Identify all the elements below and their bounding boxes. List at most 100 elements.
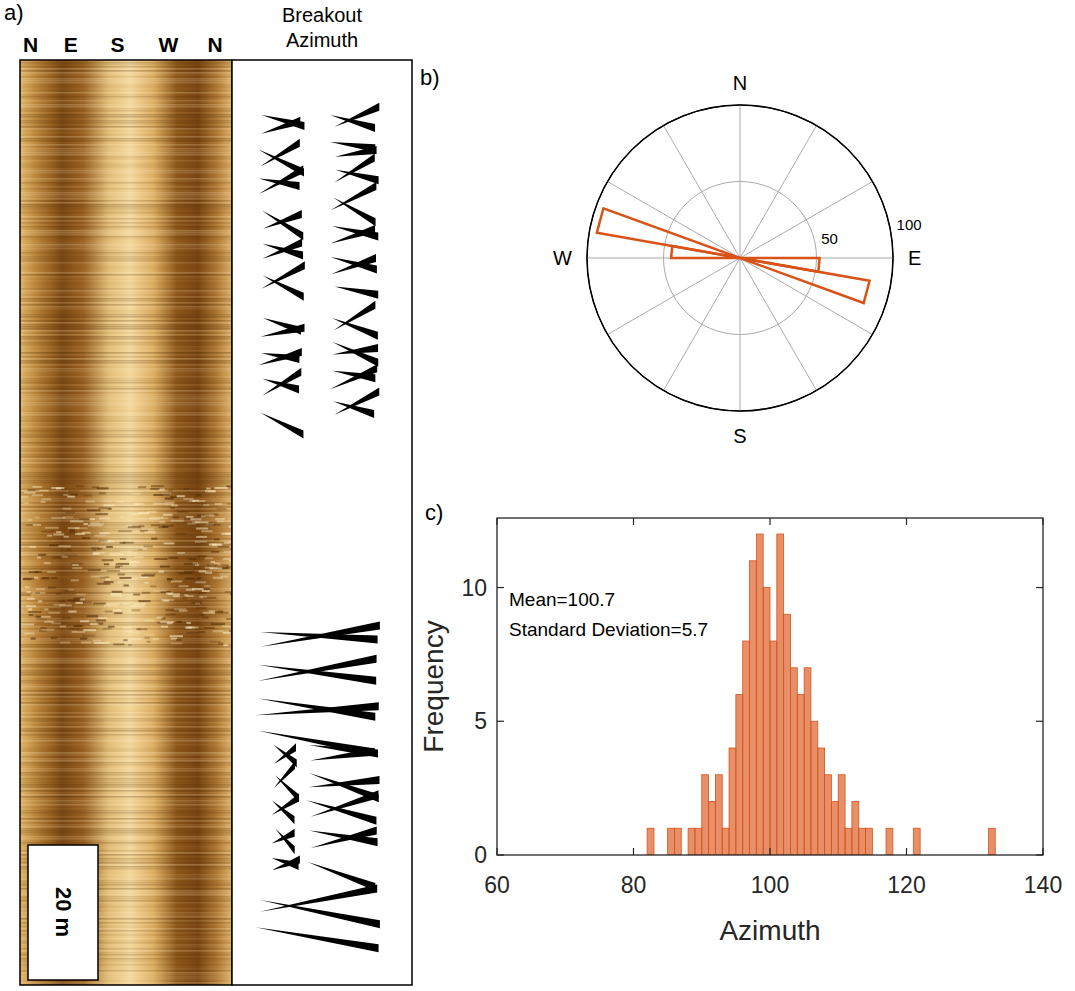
- image-streak: [20, 360, 232, 362]
- image-streak: [20, 840, 232, 842]
- image-streak: [20, 618, 232, 620]
- breakout-glyph: [306, 800, 376, 824]
- image-speckle: [183, 498, 193, 500]
- image-speckle: [72, 631, 85, 633]
- image-speckle: [87, 509, 100, 511]
- image-speckle: [156, 617, 163, 619]
- image-streak: [20, 498, 232, 500]
- x-tick-label: 100: [751, 872, 789, 898]
- image-speckle: [58, 545, 71, 547]
- image-streak: [20, 210, 232, 212]
- histogram-bar: [859, 828, 866, 855]
- image-speckle: [163, 514, 173, 516]
- image-streak: [20, 708, 232, 710]
- image-speckle: [120, 542, 126, 544]
- image-speckle: [177, 511, 188, 513]
- image-streak: [20, 752, 232, 754]
- image-speckle: [62, 617, 71, 619]
- compass-label: E: [64, 33, 78, 56]
- breakout-glyph: [258, 655, 377, 681]
- image-speckle: [49, 544, 59, 546]
- image-streak: [20, 474, 232, 476]
- image-streak: [20, 412, 232, 414]
- image-streak: [20, 164, 232, 166]
- image-speckle: [52, 556, 61, 558]
- annotation: Mean=100.7: [509, 589, 615, 610]
- image-streak: [20, 76, 232, 78]
- rose-tick-label: 100: [897, 216, 922, 233]
- x-tick: [1042, 518, 1043, 525]
- histogram-bars: [647, 534, 995, 855]
- image-streak: [20, 390, 232, 392]
- image-speckle: [48, 587, 57, 589]
- image-streak: [20, 504, 232, 506]
- image-streak: [20, 592, 232, 594]
- image-speckle: [80, 638, 87, 640]
- x-tick: [496, 848, 497, 855]
- image-speckle: [51, 577, 57, 579]
- image-speckle: [84, 523, 88, 525]
- image-speckle: [215, 611, 223, 613]
- image-streak: [20, 712, 232, 714]
- breakout-glyph: [330, 364, 377, 389]
- image-speckle: [223, 521, 232, 523]
- plot-area: [497, 518, 1043, 855]
- image-streak: [20, 200, 232, 202]
- image-streak: [20, 98, 232, 100]
- image-streak: [20, 732, 232, 734]
- image-speckle: [204, 627, 215, 629]
- image-streak: [20, 396, 232, 398]
- image-streak: [20, 786, 232, 788]
- image-speckle: [23, 578, 32, 580]
- image-streak: [20, 642, 232, 644]
- image-speckle: [107, 570, 121, 572]
- image-speckle: [87, 615, 98, 617]
- scale-bar: [28, 845, 98, 980]
- image-speckle: [91, 576, 105, 578]
- x-axis-title: Azimuth: [719, 915, 820, 946]
- image-streak: [20, 176, 232, 178]
- image-speckle: [159, 489, 165, 491]
- image-streak: [20, 260, 232, 262]
- image-speckle: [38, 554, 46, 556]
- image-speckle: [47, 571, 56, 573]
- image-streak: [20, 686, 232, 688]
- image-streak: [20, 202, 232, 204]
- image-streak: [20, 380, 232, 382]
- image-speckle: [45, 527, 59, 529]
- image-streak: [20, 62, 232, 64]
- breakout-glyph: [255, 702, 378, 715]
- histogram-bar: [845, 828, 852, 855]
- image-streak: [20, 318, 232, 320]
- image-speckle: [105, 642, 109, 644]
- breakout-glyph: [334, 103, 379, 127]
- x-tick: [1042, 848, 1043, 855]
- image-streak: [20, 830, 232, 832]
- image-streak: [20, 584, 232, 586]
- histogram-bar: [831, 802, 838, 855]
- breakout-glyph: [255, 927, 378, 952]
- image-speckle: [184, 594, 188, 596]
- image-speckle: [68, 599, 80, 601]
- image-speckle: [196, 536, 207, 538]
- image-streak: [20, 416, 232, 418]
- image-streak: [20, 456, 232, 458]
- image-speckle: [137, 518, 148, 520]
- image-speckle: [196, 607, 207, 609]
- image-speckle: [205, 490, 216, 492]
- image-streak: [20, 478, 232, 480]
- rose-frame: [587, 105, 893, 411]
- image-speckle: [106, 578, 111, 580]
- y-tick: [497, 587, 504, 588]
- image-streak: [20, 568, 232, 570]
- histogram-bar: [838, 775, 845, 855]
- histogram-bar: [777, 534, 784, 855]
- image-speckle: [208, 490, 215, 492]
- image-speckle: [82, 532, 91, 534]
- image-speckle: [26, 524, 33, 526]
- breakout-glyph: [334, 153, 374, 182]
- image-streak: [20, 758, 232, 760]
- image-speckle: [218, 546, 230, 548]
- breakout-glyph: [310, 748, 374, 761]
- image-speckle: [129, 561, 139, 563]
